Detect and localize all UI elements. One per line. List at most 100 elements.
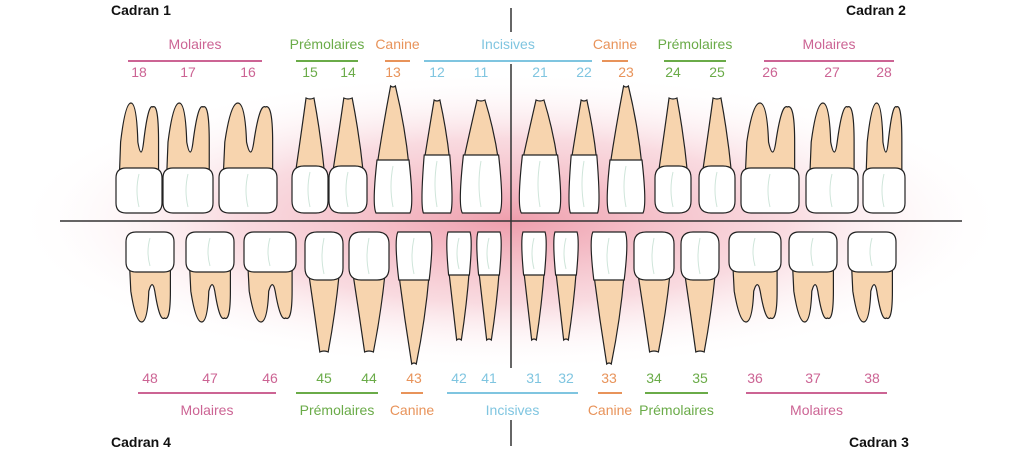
crown-24 xyxy=(654,165,692,214)
tooth-number-17: 17 xyxy=(180,64,196,80)
group-bar-canine xyxy=(385,60,410,62)
tooth-number-16: 16 xyxy=(240,64,256,80)
tooth-41 xyxy=(476,231,502,342)
crown-43 xyxy=(395,231,433,281)
root-46 xyxy=(247,265,293,323)
crown-26 xyxy=(740,167,800,214)
crown-detail xyxy=(829,173,833,208)
crown-detail xyxy=(531,237,535,270)
root-26 xyxy=(744,102,796,175)
crown-detail xyxy=(366,237,370,275)
group-label-incisives: Incisives xyxy=(481,36,535,52)
group-bar-premolaires xyxy=(296,60,358,62)
crown-45 xyxy=(304,231,344,281)
crown-44 xyxy=(348,231,390,281)
tooth-number-31: 31 xyxy=(526,370,542,386)
crown-31 xyxy=(521,231,547,276)
tooth-12 xyxy=(421,98,453,214)
crown-detail xyxy=(307,171,311,208)
group-label-molaires: Molaires xyxy=(168,36,222,52)
tooth-number-35: 35 xyxy=(692,370,708,386)
crown-41 xyxy=(476,231,502,276)
crown-27 xyxy=(805,167,859,214)
tooth-18 xyxy=(115,102,163,214)
tooth-28 xyxy=(862,102,906,214)
crown-detail xyxy=(606,237,610,275)
tooth-number-27: 27 xyxy=(824,64,840,80)
tooth-number-18: 18 xyxy=(131,64,147,80)
crown-48 xyxy=(125,231,175,273)
crown-detail xyxy=(537,160,541,208)
tooth-number-36: 36 xyxy=(747,370,763,386)
root-36 xyxy=(732,265,778,323)
tooth-number-15: 15 xyxy=(302,64,318,80)
root-34 xyxy=(637,273,671,353)
crown-detail xyxy=(881,173,885,208)
root-43 xyxy=(398,273,430,366)
crown-detail xyxy=(869,237,873,267)
root-22 xyxy=(570,98,598,162)
tooth-number-42: 42 xyxy=(451,370,467,386)
crown-22 xyxy=(568,154,600,214)
root-42 xyxy=(447,268,471,342)
tooth-37 xyxy=(788,231,838,323)
tooth-22 xyxy=(568,98,600,214)
crown-detail xyxy=(581,160,585,208)
tooth-34 xyxy=(633,231,675,353)
crown-detail xyxy=(714,171,718,208)
crown-detail xyxy=(563,237,567,270)
root-33 xyxy=(593,273,625,366)
group-label-molaires: Molaires xyxy=(802,36,856,52)
tooth-45 xyxy=(304,231,344,353)
tooth-27 xyxy=(805,102,859,214)
group-bar-incisives xyxy=(424,60,592,62)
crown-detail xyxy=(456,237,460,270)
root-11 xyxy=(462,99,500,162)
root-23 xyxy=(609,84,643,167)
root-32 xyxy=(554,268,578,342)
crown-detail xyxy=(245,173,249,208)
root-16 xyxy=(222,102,274,175)
crown-16 xyxy=(218,167,278,214)
group-label-canine: Canine xyxy=(587,402,633,418)
crown-detail xyxy=(752,237,756,267)
tooth-14 xyxy=(328,97,368,214)
crown-11 xyxy=(459,154,503,214)
tooth-number-25: 25 xyxy=(709,64,725,80)
tooth-38 xyxy=(847,231,897,323)
root-17 xyxy=(166,102,210,175)
root-21 xyxy=(521,99,559,162)
group-bar-incisives xyxy=(447,392,578,394)
crown-detail xyxy=(767,173,771,208)
group-label-canine: Canine xyxy=(389,402,435,418)
group-label-molaires: Molaires xyxy=(180,402,234,418)
crown-detail xyxy=(136,173,140,208)
root-25 xyxy=(701,97,733,173)
tooth-13 xyxy=(373,84,413,214)
crown-detail xyxy=(321,237,325,275)
crown-detail xyxy=(697,237,701,275)
group-bar-canine xyxy=(602,60,628,62)
group-bar-molaires xyxy=(138,392,276,394)
tooth-number-34: 34 xyxy=(646,370,662,386)
crown-detail xyxy=(345,171,349,208)
group-bar-canine xyxy=(401,392,423,394)
crown-17 xyxy=(162,167,214,214)
group-label-premolaires: Prémolaires xyxy=(639,402,714,418)
crown-detail xyxy=(623,165,627,208)
tooth-46 xyxy=(243,231,297,323)
crown-14 xyxy=(328,165,368,214)
root-12 xyxy=(423,98,451,162)
tooth-number-44: 44 xyxy=(361,370,377,386)
root-27 xyxy=(809,102,855,175)
crown-38 xyxy=(847,231,897,273)
crown-detail xyxy=(434,160,438,208)
tooth-21 xyxy=(518,99,562,214)
group-bar-premolaires xyxy=(664,60,726,62)
root-15 xyxy=(294,97,326,173)
root-28 xyxy=(865,102,903,175)
tooth-32 xyxy=(553,231,579,342)
group-label-incisives: Incisives xyxy=(485,402,540,418)
crown-28 xyxy=(862,167,906,214)
